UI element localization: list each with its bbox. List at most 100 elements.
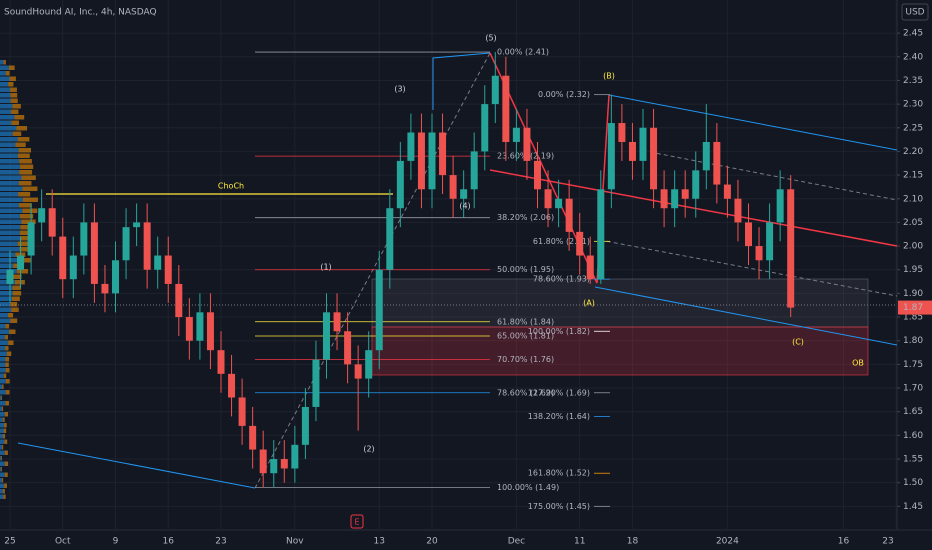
volume-bar [0,120,12,125]
candle-body [196,312,204,341]
volume-bar [15,142,26,147]
volume-bar [0,170,20,175]
candle-body [6,269,14,284]
volume-bar [5,390,10,395]
volume-bar [17,241,30,246]
wave-label: (2) [363,445,374,454]
volume-bar [0,401,6,406]
volume-bar [0,483,5,488]
volume-bar [3,60,6,65]
volume-bar [9,76,16,81]
volume-bar [20,236,34,241]
volume-bar [4,461,9,466]
volume-bar [0,445,2,450]
volume-bar [3,434,6,439]
volume-bar [21,175,36,180]
volume-bar [19,230,33,235]
drawings [0,52,898,489]
x-tick-label: 23 [882,537,893,547]
wave-label: (B) [603,72,615,81]
fib-label: 70.70% (1.76) [497,355,554,364]
volume-bar [5,324,10,329]
wave-label: (A) [583,299,595,308]
wave-label: (4) [459,202,470,211]
price-tag-label: 1.87 [903,303,923,313]
volume-bar [12,291,22,296]
fibonacci: 0.00% (2.41)23.60% (2.19)38.20% (2.06)50… [255,48,610,511]
x-tick-label: 11 [574,537,585,547]
volume-bar [0,351,7,356]
volume-bar [1,467,2,472]
fib-label: 161.80% (1.52) [528,469,590,478]
volume-bar [0,258,19,263]
candle-body [734,198,742,223]
currency[interactable]: USD [905,8,924,18]
fib-label: 65.00% (1.81) [497,331,554,340]
volume-bar [12,285,21,290]
y-tick-label: 1.85 [903,313,923,323]
y-tick-label: 1.80 [903,336,923,346]
volume-bar [0,192,19,197]
volume-bar [12,131,22,136]
candle-body [333,312,341,332]
x-tick-label: Nov [286,537,304,547]
volume-bar [0,181,19,186]
fib-label: 0.00% (2.41) [497,48,549,57]
candle-body [90,222,98,284]
earnings-label: E [354,518,359,527]
volume-bar [0,307,12,312]
candle-body [164,255,172,284]
volume-bar [0,60,4,65]
volume-bar [0,197,23,202]
y-tick-label: 1.95 [903,265,923,275]
volume-bar [0,384,3,389]
volume-bar [0,115,15,120]
labels: (1) (2) (3) (4) (5) (A) (B) (C) ChoCh OB E [218,34,864,529]
x-tick-label: 23 [215,537,226,547]
candle-body [228,373,236,398]
volume-bar [2,384,4,389]
fib-label: 0.00% (2.32) [538,90,590,99]
volume-bar [4,412,9,417]
volume-bar [0,412,5,417]
volume-bar [0,203,20,208]
candle-body [143,222,151,270]
fib-label: 100.00% (1.82) [528,327,590,336]
y-tick-label: 2.30 [903,100,923,110]
channel-mid [599,239,898,297]
candle-body [512,127,520,142]
volume-bar [0,362,6,367]
volume-bar [11,307,19,312]
wave-line [432,52,491,110]
candle-body [755,246,763,261]
volume-bar [5,71,10,76]
volume-bar [5,357,10,362]
fib-label: 175.00% (1.45) [528,502,590,511]
volume-bar [0,104,13,109]
volume-bar [0,302,11,307]
candle-body [17,255,25,270]
volume-bar [16,126,28,131]
volume-bar [10,302,18,307]
candle-body [312,359,320,407]
y-tick-label: 2.45 [903,29,923,39]
candle-body [386,208,394,270]
volume-bar [0,324,6,329]
wave-label: (1) [320,263,331,272]
volume-bar [3,428,7,433]
volume-bar [0,87,11,92]
volume-bar [0,494,4,499]
y-tick-label: 2.35 [903,76,923,86]
volume-bar [17,153,30,158]
chart-title: SoundHound AI, Inc., 4h, NASDAQ [4,8,157,18]
volume-bar [5,346,9,351]
candle-body [417,132,425,190]
x-tick-label: 18 [627,537,639,547]
candle-body [133,222,141,228]
volume-bar [0,65,9,70]
candle-body [206,312,214,351]
fib-label: 127.20% (1.69) [528,388,590,397]
currency-button[interactable] [901,3,929,21]
volume-bar [10,93,18,98]
fib-label: 61.80% (1.84) [497,317,554,326]
